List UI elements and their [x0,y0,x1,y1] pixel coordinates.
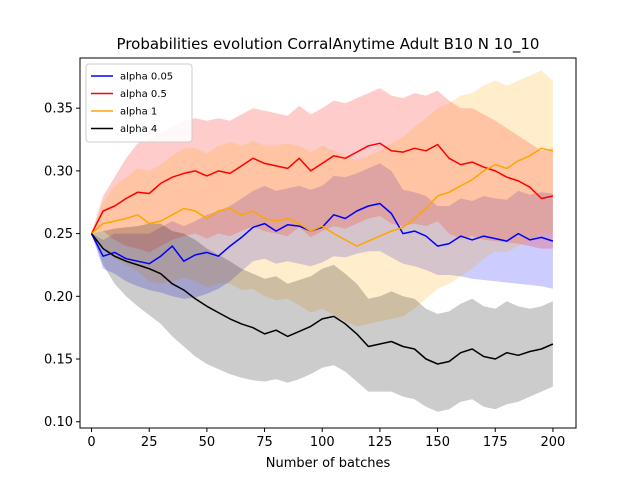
x-tick-label: 100 [310,435,335,450]
series-line-3 [91,147,554,247]
confidence-band-3 [91,70,553,327]
legend-label-4: alpha 4 [120,124,157,135]
x-tick-label: 175 [483,435,508,450]
x-tick-label: 50 [199,435,216,450]
y-axis: 0.10 0.15 0.20 0.25 0.30 0.35 [44,102,80,430]
confidence-band-1 [91,163,553,299]
x-tick-label: 150 [425,435,450,450]
series-line-2 [90,142,554,234]
y-tick-label: 0.20 [44,290,73,305]
x-tick-label: 25 [141,435,158,450]
confidence-bands [91,70,553,412]
legend-box [85,63,193,143]
series-line-4 [90,233,554,365]
plot-frame [79,57,577,429]
x-axis: 0 25 50 75 100 125 150 175 200 [87,428,565,450]
confidence-band-2 [91,88,553,253]
y-tick-label: 0.10 [44,415,73,430]
series-line-1 [90,202,554,265]
y-tick-label: 0.25 [44,227,73,242]
x-tick-label: 125 [367,435,392,450]
y-tick-label: 0.15 [44,353,73,368]
series-lines [90,142,554,365]
x-tick-label: 75 [256,435,273,450]
y-tick-label: 0.30 [44,164,73,179]
legend: alpha 0.05 alpha 0.5 alpha 1 alpha 4 [85,63,193,143]
x-tick-label: 200 [541,435,566,450]
legend-label-3: alpha 1 [120,107,157,118]
chart-title: Probabilities evolution CorralAnytime Ad… [117,35,540,54]
x-axis-label: Number of batches [266,456,391,471]
legend-label-2: alpha 0.5 [120,89,167,100]
y-tick-label: 0.35 [44,102,73,117]
x-tick-label: 0 [87,435,95,450]
legend-label-1: alpha 0.05 [120,72,173,83]
